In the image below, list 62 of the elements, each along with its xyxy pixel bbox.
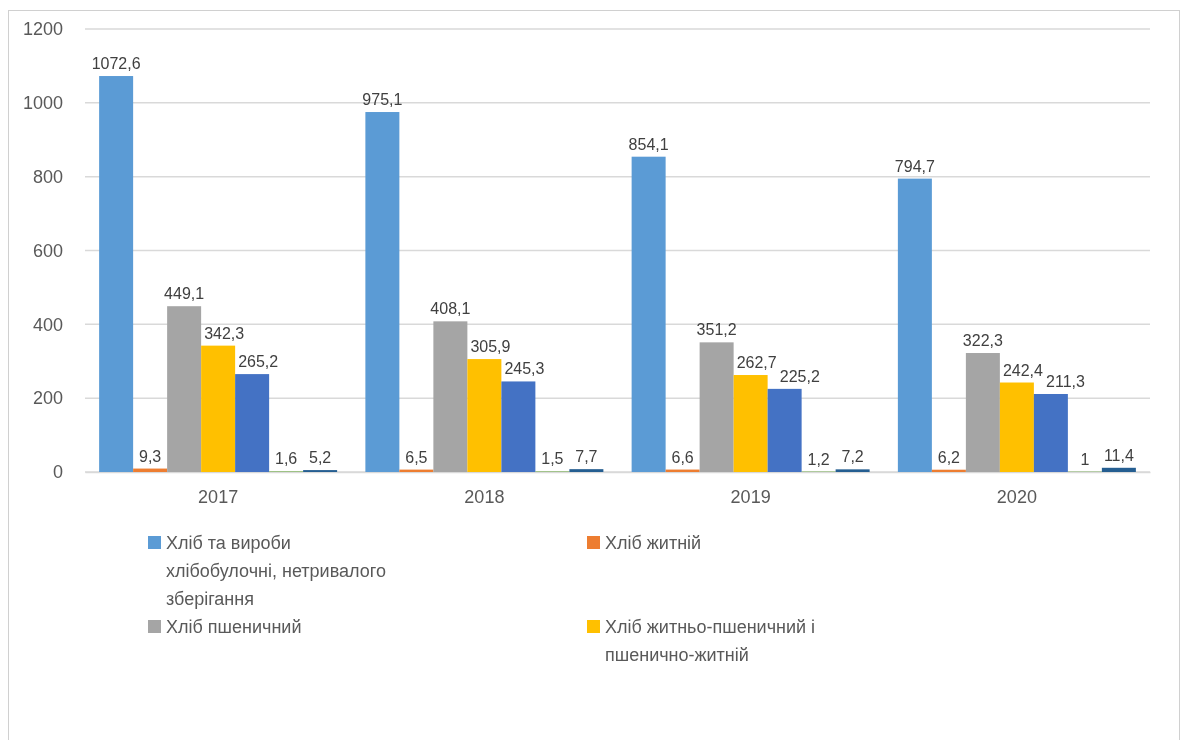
data-label: 211,3 xyxy=(1046,373,1085,390)
data-label: 5,2 xyxy=(309,449,332,467)
data-label: 408,1 xyxy=(430,300,471,318)
data-label: 265,2 xyxy=(238,353,279,371)
data-label: 7,7 xyxy=(575,448,598,466)
y-tick-label: 0 xyxy=(52,462,63,483)
bar xyxy=(835,469,870,472)
data-label: 6,5 xyxy=(405,448,428,466)
bar xyxy=(631,156,666,472)
data-label: 1,2 xyxy=(807,450,830,468)
data-label: 262,7 xyxy=(736,354,777,372)
data-label: 11,4 xyxy=(1103,446,1134,464)
bar xyxy=(167,306,202,472)
y-tick-label: 1200 xyxy=(22,19,63,40)
y-tick-label: 400 xyxy=(32,314,63,335)
data-label: 794,7 xyxy=(894,157,935,175)
data-label: 9,3 xyxy=(139,447,162,465)
legend-label: Хліб житньо-пшеничний і пшенично-житній xyxy=(605,617,816,665)
bar xyxy=(201,345,236,472)
data-label: 6,2 xyxy=(937,448,961,466)
bar xyxy=(365,112,400,472)
bar xyxy=(767,388,802,472)
y-tick-label: 1000 xyxy=(22,93,63,114)
bar xyxy=(235,374,270,472)
data-label: 1 xyxy=(1080,450,1090,468)
bar xyxy=(999,382,1034,472)
legend-label: Хліб та вироби хлібобулочні, нетривалого зберігання xyxy=(166,533,386,609)
data-label: 975,1 xyxy=(362,91,403,109)
bar xyxy=(1101,467,1136,472)
data-label: 1,5 xyxy=(541,450,564,468)
bar xyxy=(569,469,604,472)
bar xyxy=(1033,394,1068,472)
data-label: 225,2 xyxy=(779,367,820,385)
data-label: 854,1 xyxy=(628,135,669,153)
bar xyxy=(467,359,502,472)
bar xyxy=(433,321,468,472)
legend-label: Хліб житній xyxy=(605,533,702,553)
bar xyxy=(965,353,1000,472)
bar xyxy=(733,375,768,472)
data-label: 245,3 xyxy=(504,360,545,378)
data-label: 322,3 xyxy=(962,332,1003,350)
x-tick-label: 2019 xyxy=(730,486,771,507)
data-label: 305,9 xyxy=(470,338,511,356)
data-label: 342,3 xyxy=(204,324,245,342)
x-tick-label: 2020 xyxy=(996,486,1037,507)
x-tick-label: 2017 xyxy=(198,486,239,507)
y-tick-label: 600 xyxy=(32,240,63,261)
data-label: 242,4 xyxy=(1002,361,1044,379)
data-label: 351,2 xyxy=(696,321,737,339)
legend-label: Хліб пшеничний xyxy=(166,617,302,637)
data-label: 1072,6 xyxy=(91,55,141,73)
data-label: 6,6 xyxy=(671,448,694,466)
data-label: 449,1 xyxy=(164,285,205,303)
x-tick-label: 2018 xyxy=(464,486,505,507)
bar xyxy=(897,178,932,472)
bar xyxy=(501,381,536,472)
bar xyxy=(699,342,734,472)
bar xyxy=(99,76,134,472)
y-tick-label: 800 xyxy=(32,166,63,187)
y-tick-label: 200 xyxy=(32,388,63,409)
data-label: 1,6 xyxy=(275,450,298,468)
data-label: 7,2 xyxy=(841,448,864,466)
